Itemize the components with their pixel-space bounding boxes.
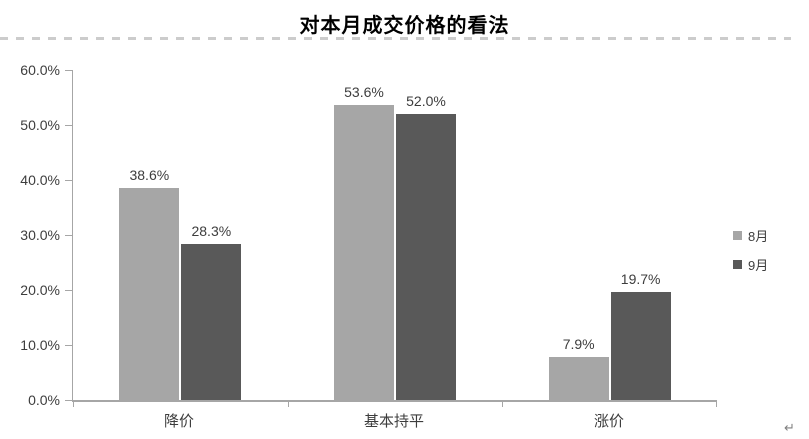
legend-label-september: 9月 — [748, 258, 769, 273]
y-axis-label-20: 20.0% — [20, 282, 60, 298]
chart-title: 对本月成交价格的看法 — [299, 15, 510, 37]
x-axis-tick — [502, 402, 504, 407]
x-category-label-zhangjia: 涨价 — [593, 413, 625, 430]
bar-8月-涨价 — [548, 356, 609, 400]
bar-9月-降价 — [181, 244, 242, 400]
legend-swatch-september-icon — [733, 260, 742, 269]
y-axis-label-60: 60.0% — [20, 62, 60, 78]
y-axis-label-50: 50.0% — [20, 117, 60, 133]
data-label-9月-涨价: 19.7% — [620, 270, 661, 287]
x-category-label-jiangjia: 降价 — [163, 413, 195, 430]
x-axis-tick — [287, 402, 289, 407]
y-axis-tick — [65, 125, 72, 126]
x-axis-tick — [716, 402, 717, 407]
y-axis-tick — [65, 400, 72, 401]
legend-item-august: 8月 — [733, 226, 768, 245]
data-label-8月-涨价: 7.9% — [562, 335, 595, 352]
bar-9月-基本持平 — [396, 114, 456, 400]
plot-area: 38.6% 53.6% 7.9% 28.3% 52.0% 19.7% — [65, 70, 717, 407]
title-divider-dashed-line — [0, 37, 791, 40]
legend-item-september: 9月 — [733, 255, 768, 274]
y-axis-label-40: 40.0% — [20, 172, 60, 188]
x-category-label-jibenchiping: 基本持平 — [363, 413, 425, 430]
data-label-8月-降价: 38.6% — [129, 166, 170, 183]
y-axis-label-30: 30.0% — [20, 227, 60, 243]
x-axis-tick — [73, 402, 74, 407]
legend-swatch-august-icon — [733, 231, 742, 240]
y-axis-tick — [65, 70, 72, 71]
data-label-8月-基本持平: 53.6% — [344, 84, 384, 101]
y-axis-tick — [65, 180, 72, 181]
paragraph-return-mark-icon: ↵ — [784, 420, 795, 435]
legend-label-august: 8月 — [748, 229, 769, 244]
legend: 8月 9月 — [733, 226, 768, 284]
y-axis-tick — [65, 345, 72, 346]
bar-8月-基本持平 — [334, 105, 394, 400]
y-axis-tick — [65, 290, 72, 291]
data-label-9月-基本持平: 52.0% — [406, 93, 446, 109]
y-axis-label-0: 0.0% — [28, 392, 60, 408]
data-label-9月-降价: 28.3% — [191, 223, 232, 240]
bar-8月-降价 — [119, 187, 180, 400]
bar-9月-涨价 — [610, 291, 671, 400]
y-axis-tick — [65, 235, 72, 236]
y-axis-label-10: 10.0% — [20, 337, 60, 353]
